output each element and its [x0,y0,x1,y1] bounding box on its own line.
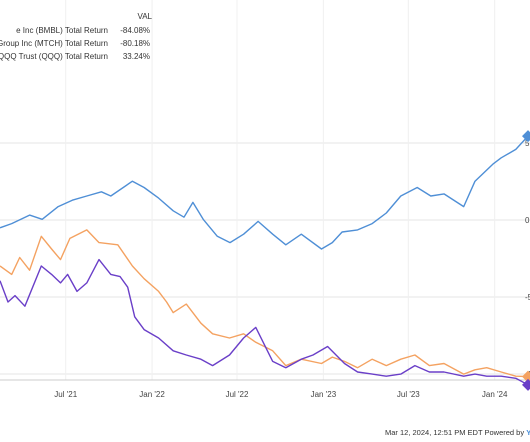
legend-series-name: Group Inc (MTCH) Total Return [0,39,108,48]
series-end-markers [522,130,530,391]
series-line [0,258,529,386]
footer-timestamp: Mar 12, 2024, 12:51 PM EDT Powered by [385,428,525,437]
y-tick-label: -5 [525,293,530,302]
series-lines [0,135,529,386]
legend-series-value: 33.24% [122,52,150,61]
ycharts-logo[interactable]: Y [526,428,530,437]
x-tick-label: Jul '21 [54,390,77,399]
legend-series-value: -84.08% [120,26,150,35]
legend-row-bmbl[interactable]: e Inc (BMBL) Total Return -84.08% [0,24,152,37]
x-tick-label: Jan '24 [482,390,508,399]
x-axis-ticks: Jul '21 Jan '22 Jul '22 Jan '23 Jul '23 Jan '… [54,390,508,399]
series-line [0,229,529,378]
series-end-marker [522,378,530,391]
x-tick-label: Jul '22 [226,390,249,399]
legend-header-val: VAL [137,12,152,21]
legend-row-qqq[interactable]: o QQQ Trust (QQQ) Total Return 33.24% [0,50,152,63]
series-end-marker [522,130,530,143]
y-axis-ticks: 50-5-1 [525,139,530,379]
y-tick-label: 5 [525,139,530,148]
grid-lines [0,0,530,381]
legend-row-mtch[interactable]: Group Inc (MTCH) Total Return -80.18% [0,37,152,50]
chart-footer: Mar 12, 2024, 12:51 PM EDT Powered by Y [385,428,530,437]
series-line [0,135,529,250]
x-tick-label: Jan '22 [139,390,165,399]
legend-series-value: -80.18% [120,39,150,48]
x-tick-label: Jan '23 [311,390,337,399]
legend-series-name: e Inc (BMBL) Total Return [16,26,108,35]
x-tick-label: Jul '23 [397,390,420,399]
legend-series-name: o QQQ Trust (QQQ) Total Return [0,52,108,61]
y-tick-label: 0 [525,216,530,225]
